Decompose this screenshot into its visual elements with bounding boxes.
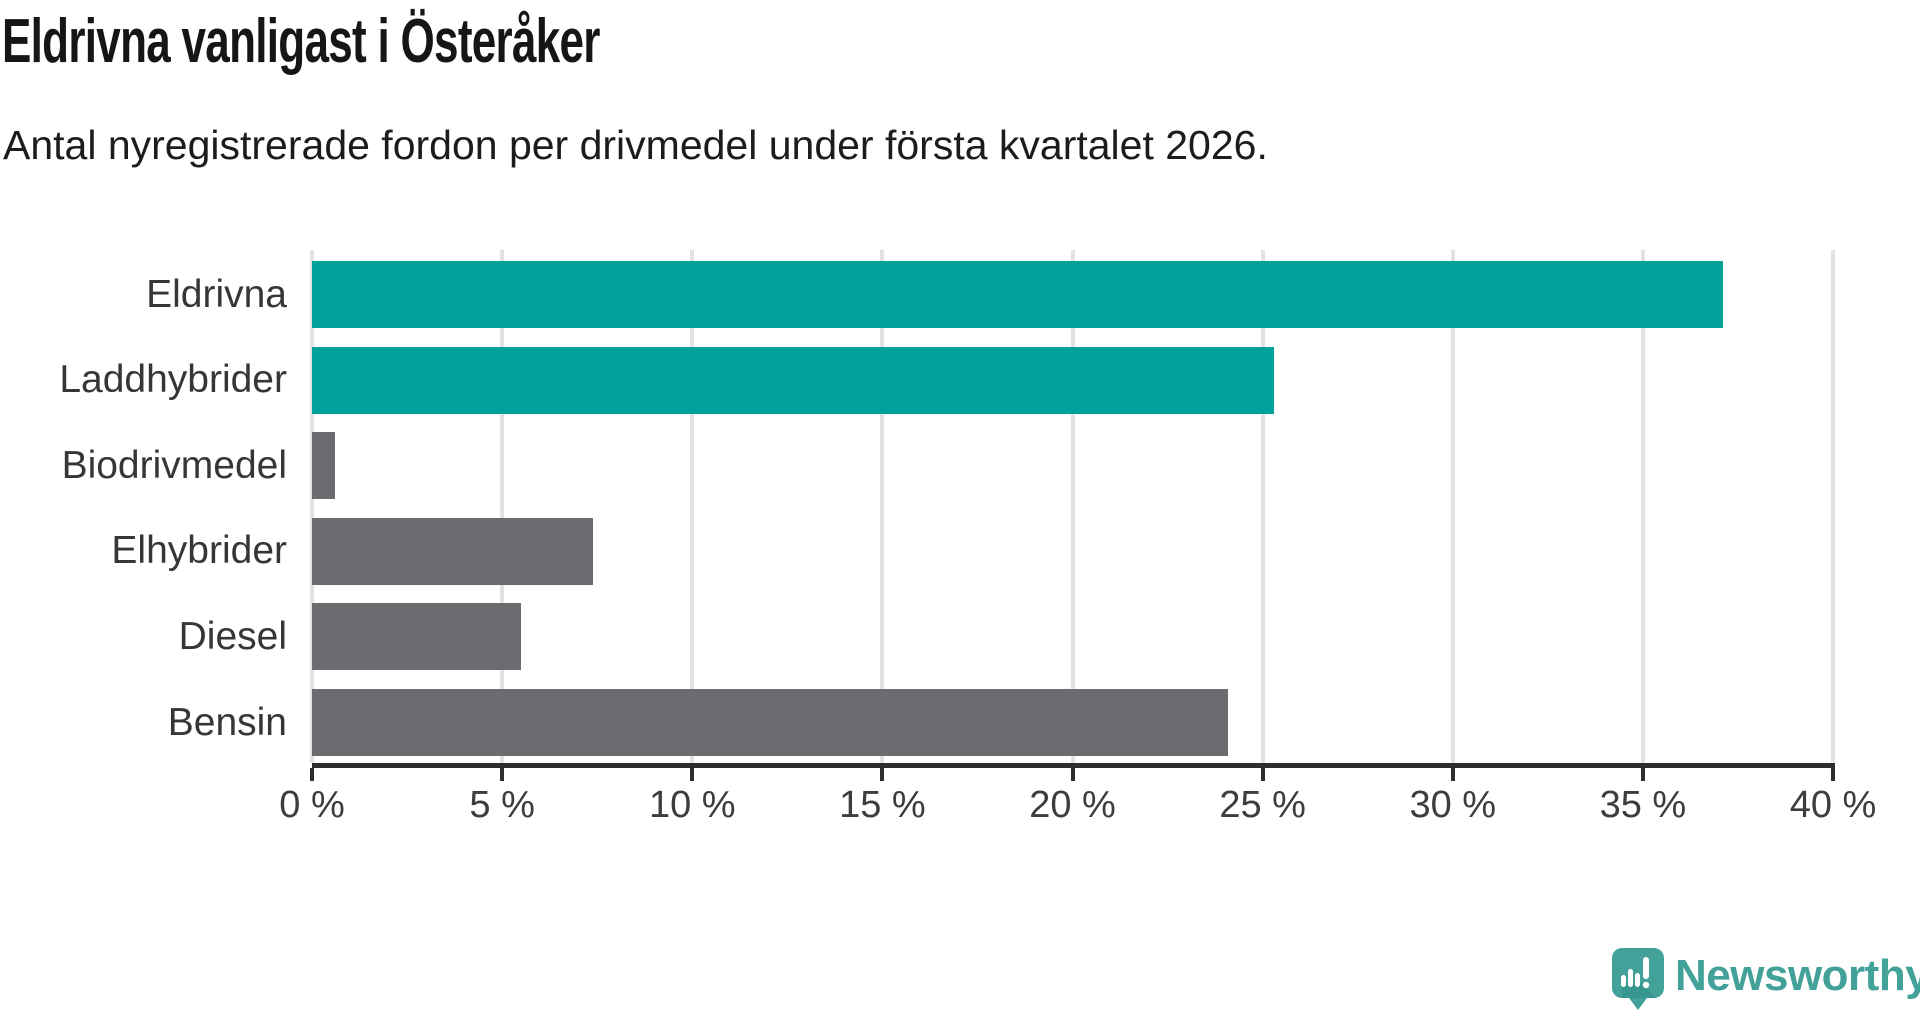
y-axis-label-laddhybrider: Laddhybrider — [59, 358, 287, 402]
x-axis-tick-label: 15 % — [839, 784, 926, 826]
x-axis-tick-label: 20 % — [1029, 784, 1116, 826]
bar-diesel — [312, 603, 522, 671]
x-axis-tick-15 — [880, 768, 885, 781]
chart-subtitle: Antal nyregistrerade fordon per drivmede… — [3, 122, 1268, 168]
newsworthy-logo: Newsworthy — [1612, 948, 1920, 1010]
x-axis-tick-label: 35 % — [1599, 784, 1687, 826]
newsworthy-logo-icon — [1612, 948, 1664, 1010]
x-axis-tick-30 — [1450, 768, 1455, 781]
x-axis-tick-0 — [310, 768, 314, 781]
bar-bensin — [312, 689, 1229, 756]
x-axis-tick-label: 40 % — [1789, 784, 1877, 826]
gridline-25 — [1260, 250, 1265, 763]
y-axis-labels: Eldrivna Laddhybrider Biodrivmedel Elhybrid… — [0, 250, 287, 763]
gridline-40 — [1831, 250, 1835, 763]
bar-biodrivmedel — [312, 432, 335, 500]
x-axis-tick-35 — [1640, 768, 1645, 781]
bar-elhybrider — [312, 517, 594, 585]
y-axis-label-biodrivmedel: Biodrivmedel — [61, 443, 287, 487]
gridline-15 — [880, 250, 885, 763]
y-axis-label-elhybrider: Elhybrider — [111, 529, 287, 573]
gridline-0 — [310, 250, 314, 763]
x-axis-tick-25 — [1260, 768, 1265, 781]
gridline-30 — [1450, 250, 1455, 763]
gridline-5 — [500, 250, 505, 763]
x-axis-tick-5 — [500, 768, 505, 781]
y-axis-label-eldrivna: Eldrivna — [146, 272, 287, 316]
chart-title: Eldrivna vanligast i Österåker — [2, 7, 600, 76]
x-axis-tick-label: 25 % — [1219, 784, 1306, 826]
gridline-20 — [1070, 250, 1075, 763]
x-axis-tick-label: 10 % — [648, 784, 736, 826]
x-axis-tick-10 — [690, 768, 695, 781]
x-axis-line — [312, 763, 1835, 768]
y-axis-label-diesel: Diesel — [178, 614, 287, 658]
plot-area — [310, 250, 1835, 763]
x-axis-tick-label: 30 % — [1409, 784, 1497, 826]
x-axis-tick-40 — [1831, 768, 1835, 781]
newsworthy-logo-text: Newsworthy — [1675, 951, 1920, 1000]
x-axis-tick-label: 5 % — [469, 784, 535, 826]
bar-eldrivna — [312, 261, 1723, 328]
x-axis-tick-label: 0 % — [279, 784, 345, 826]
x-axis-tick-20 — [1070, 768, 1075, 781]
gridline-35 — [1640, 250, 1645, 763]
gridline-10 — [690, 250, 695, 763]
bar-laddhybrider — [312, 346, 1275, 414]
y-axis-label-bensin: Bensin — [167, 700, 287, 744]
